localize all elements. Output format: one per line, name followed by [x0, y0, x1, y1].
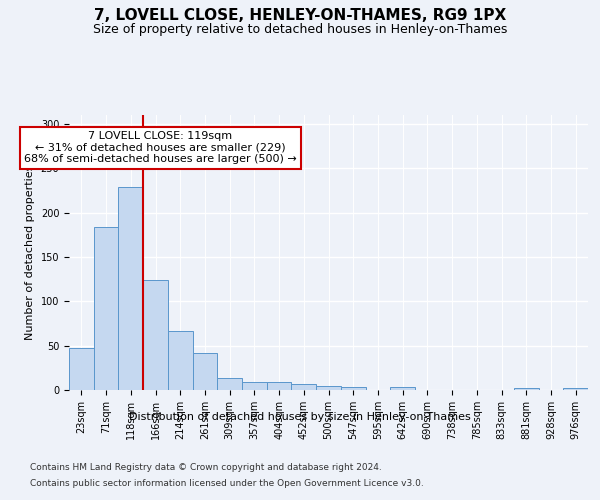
- Bar: [563, 388, 588, 390]
- Bar: [118, 187, 143, 390]
- Bar: [267, 382, 292, 390]
- Bar: [94, 227, 118, 390]
- Text: Contains public sector information licensed under the Open Government Licence v3: Contains public sector information licen…: [30, 479, 424, 488]
- Text: Contains HM Land Registry data © Crown copyright and database right 2024.: Contains HM Land Registry data © Crown c…: [30, 462, 382, 471]
- Bar: [341, 388, 365, 390]
- Bar: [168, 330, 193, 390]
- Bar: [193, 352, 217, 390]
- Bar: [292, 384, 316, 390]
- Bar: [69, 348, 94, 390]
- Bar: [217, 378, 242, 390]
- Bar: [242, 382, 267, 390]
- Text: 7 LOVELL CLOSE: 119sqm
← 31% of detached houses are smaller (229)
68% of semi-de: 7 LOVELL CLOSE: 119sqm ← 31% of detached…: [24, 131, 297, 164]
- Text: Distribution of detached houses by size in Henley-on-Thames: Distribution of detached houses by size …: [129, 412, 471, 422]
- Text: Size of property relative to detached houses in Henley-on-Thames: Size of property relative to detached ho…: [93, 22, 507, 36]
- Bar: [143, 280, 168, 390]
- Text: 7, LOVELL CLOSE, HENLEY-ON-THAMES, RG9 1PX: 7, LOVELL CLOSE, HENLEY-ON-THAMES, RG9 1…: [94, 8, 506, 22]
- Bar: [514, 388, 539, 390]
- Bar: [316, 386, 341, 390]
- Bar: [390, 388, 415, 390]
- Y-axis label: Number of detached properties: Number of detached properties: [25, 165, 35, 340]
